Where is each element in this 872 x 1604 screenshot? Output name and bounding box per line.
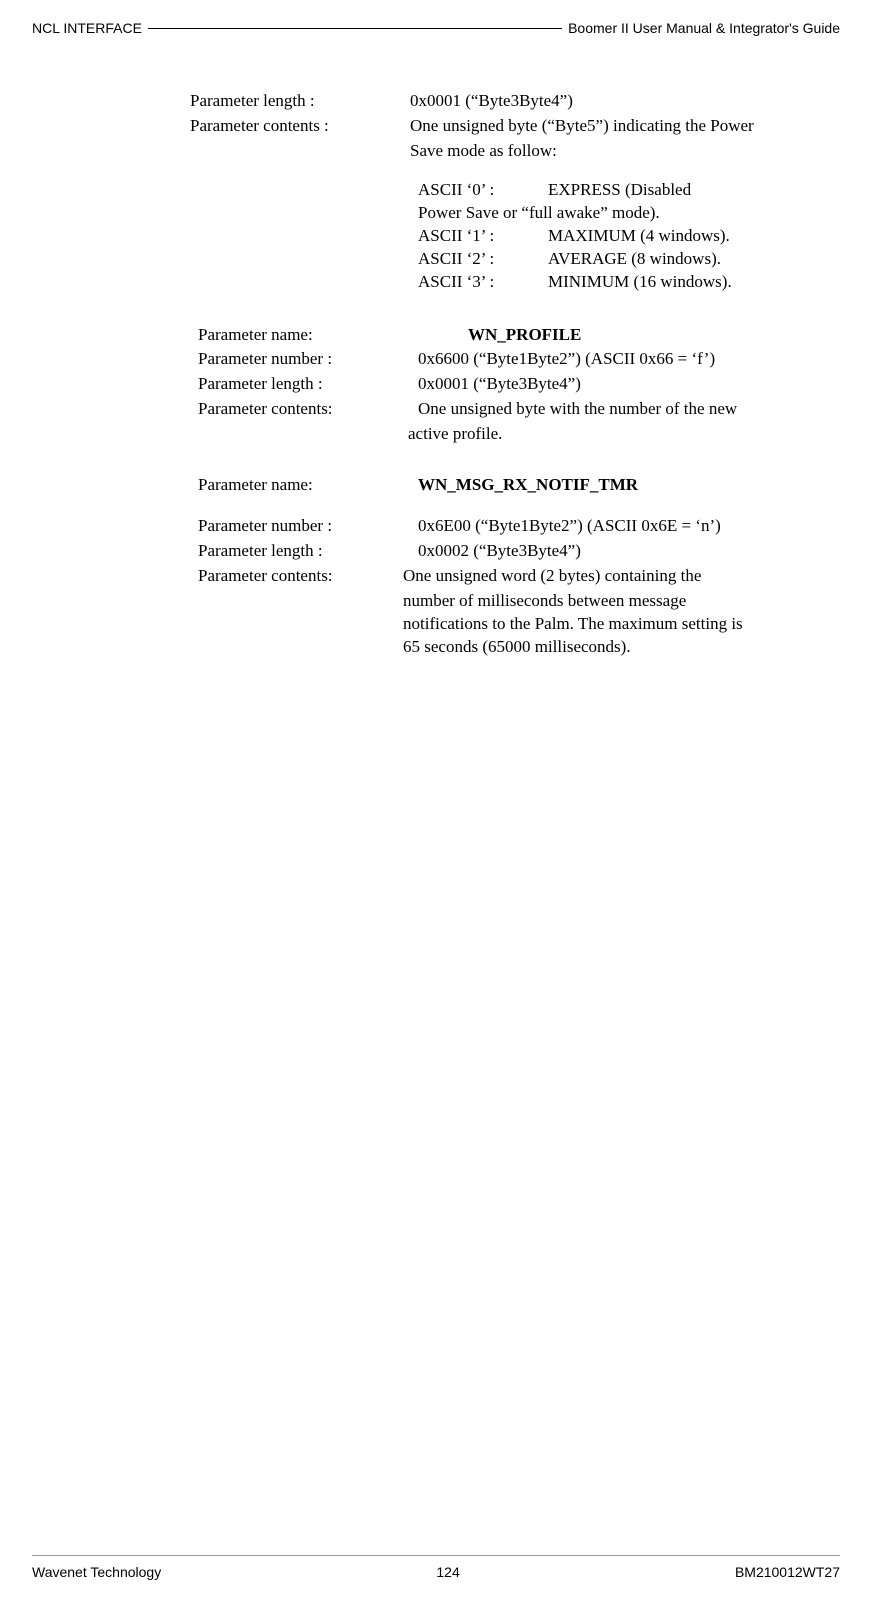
param-contents-value-line1: One unsigned byte (“Byte5”) indicating t…	[410, 115, 840, 138]
page-content: Parameter length : 0x0001 (“Byte3Byte4”)…	[190, 90, 840, 659]
ascii-block: ASCII ‘0’ : EXPRESS (Disabled Power Save…	[190, 179, 840, 294]
param-length-value-2: 0x0001 (“Byte3Byte4”)	[418, 373, 840, 396]
param-length-row: Parameter length : 0x0001 (“Byte3Byte4”)	[190, 90, 840, 113]
ascii-key-1: ASCII ‘1’ :	[418, 225, 548, 248]
page-footer: Wavenet Technology 124 BM210012WT27	[32, 1555, 840, 1580]
param-contents-row-3: Parameter contents: One unsigned word (2…	[198, 565, 840, 588]
param-contents-row-2: Parameter contents: One unsigned byte wi…	[198, 398, 840, 421]
param-length-label-3: Parameter length :	[198, 540, 418, 563]
ascii-row-3: ASCII ‘3’ : MINIMUM (16 windows).	[418, 271, 840, 294]
ascii-key-2: ASCII ‘2’ :	[418, 248, 548, 271]
param-number-label-3: Parameter number :	[198, 515, 418, 538]
param-contents-label-2: Parameter contents:	[198, 398, 418, 421]
param-contents-label: Parameter contents :	[190, 115, 410, 138]
footer-left: Wavenet Technology	[32, 1564, 161, 1580]
ascii-val-1: MAXIMUM (4 windows).	[548, 225, 840, 248]
ascii-row-1: ASCII ‘1’ : MAXIMUM (4 windows).	[418, 225, 840, 248]
param-length-row-3: Parameter length : 0x0002 (“Byte3Byte4”)	[198, 540, 840, 563]
section-wn-msg-rx-notif-tmr: Parameter name: WN_MSG_RX_NOTIF_TMR Para…	[198, 474, 840, 659]
param-contents-label-3: Parameter contents:	[198, 565, 403, 588]
section-wn-profile: Parameter name: WN_PROFILE Parameter num…	[198, 324, 840, 447]
param-contents-value-3-line3: notifications to the Palm. The maximum s…	[198, 613, 840, 636]
ascii-val-2: AVERAGE (8 windows).	[548, 248, 840, 271]
param-name-row-3: Parameter name: WN_MSG_RX_NOTIF_TMR	[198, 474, 840, 497]
footer-right: BM210012WT27	[735, 1564, 840, 1580]
param-contents-value-2-line2: active profile.	[198, 423, 840, 446]
ascii-row-0b: Power Save or “full awake” mode).	[418, 202, 840, 225]
param-contents-row: Parameter contents : One unsigned byte (…	[190, 115, 840, 138]
param-number-value-2: 0x6600 (“Byte1Byte2”) (ASCII 0x66 = ‘f’)	[418, 348, 840, 371]
param-contents-value-3-line4: 65 seconds (65000 milliseconds).	[198, 636, 840, 659]
ascii-val-3: MINIMUM (16 windows).	[548, 271, 840, 294]
param-number-value-3: 0x6E00 (“Byte1Byte2”) (ASCII 0x6E = ‘n’)	[418, 515, 840, 538]
param-length-row-2: Parameter length : 0x0001 (“Byte3Byte4”)	[198, 373, 840, 396]
param-length-value-3: 0x0002 (“Byte3Byte4”)	[418, 540, 840, 563]
param-contents-value-3-line2: number of milliseconds between message	[198, 590, 840, 613]
ascii-val-0: EXPRESS (Disabled	[548, 179, 840, 202]
ascii-row-0: ASCII ‘0’ : EXPRESS (Disabled	[418, 179, 840, 202]
header-right: Boomer II User Manual & Integrator's Gui…	[568, 20, 840, 36]
ascii-key-0: ASCII ‘0’ :	[418, 179, 548, 202]
param-length-value: 0x0001 (“Byte3Byte4”)	[410, 90, 840, 113]
param-number-label-2: Parameter number :	[198, 348, 418, 371]
param-length-label: Parameter length :	[190, 90, 410, 113]
param-name-label-2: Parameter name:	[198, 324, 468, 347]
param-number-row-2: Parameter number : 0x6600 (“Byte1Byte2”)…	[198, 348, 840, 371]
param-number-row-3: Parameter number : 0x6E00 (“Byte1Byte2”)…	[198, 515, 840, 538]
param-contents-value-2-line1: One unsigned byte with the number of the…	[418, 398, 840, 421]
param-name-value-2: WN_PROFILE	[468, 324, 581, 347]
header-line	[148, 28, 562, 29]
param-length-label-2: Parameter length :	[198, 373, 418, 396]
header-left: NCL INTERFACE	[32, 20, 142, 36]
param-name-label-3: Parameter name:	[198, 474, 418, 497]
page-header: NCL INTERFACE Boomer II User Manual & In…	[32, 20, 840, 36]
ascii-row-2: ASCII ‘2’ : AVERAGE (8 windows).	[418, 248, 840, 271]
param-contents-value-3-line1: One unsigned word (2 bytes) containing t…	[403, 565, 840, 588]
ascii-key-3: ASCII ‘3’ :	[418, 271, 548, 294]
param-name-value-3: WN_MSG_RX_NOTIF_TMR	[418, 474, 638, 497]
param-contents-value-line2: Save mode as follow:	[190, 140, 840, 163]
param-name-row-2: Parameter name: WN_PROFILE	[198, 324, 840, 347]
footer-center: 124	[436, 1564, 459, 1580]
